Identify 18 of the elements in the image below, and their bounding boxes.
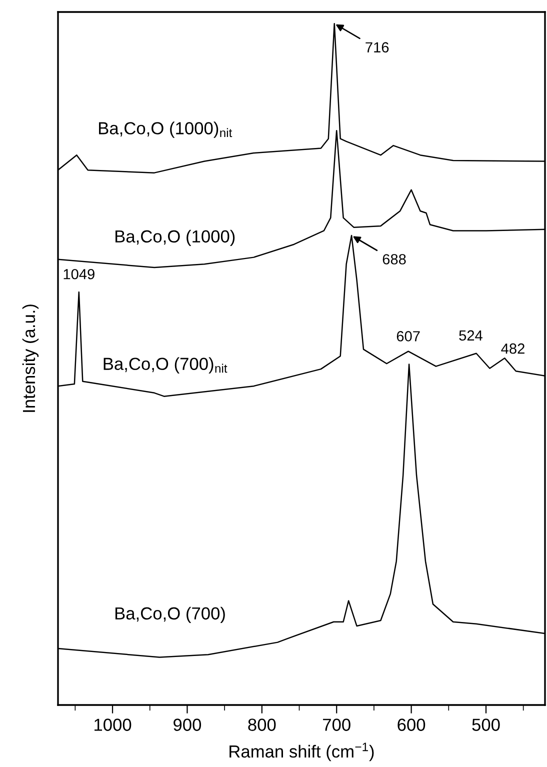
y-axis-title: Intensity (a.u.) — [22, 304, 39, 412]
x-tick-label: 700 — [323, 718, 350, 731]
x-tick-label: 500 — [472, 718, 500, 731]
series-label: Ba,Co,O (700) — [115, 606, 225, 623]
annotation: 688 — [382, 254, 406, 264]
annotation: 1049 — [64, 268, 94, 280]
series-label: Ba,Co,O (1000)$_{nit}$ — [99, 122, 232, 138]
series-label: Ba,Co,O (1000) — [116, 230, 235, 246]
x-tick-label: 600 — [398, 718, 426, 731]
annotation: 716 — [366, 42, 389, 52]
annotation: 607 — [396, 331, 420, 342]
series-label: Ba,Co,O (700)$_{nit}$ — [104, 357, 228, 374]
x-axis-title: Raman shift (cm$^{−1}$) — [230, 742, 374, 762]
annotation: 524 — [459, 330, 482, 341]
x-tick-label: 800 — [248, 718, 276, 731]
x-tick-label: 900 — [174, 718, 202, 731]
annotation: 482 — [501, 343, 524, 354]
x-tick-label: 1000 — [94, 718, 132, 731]
